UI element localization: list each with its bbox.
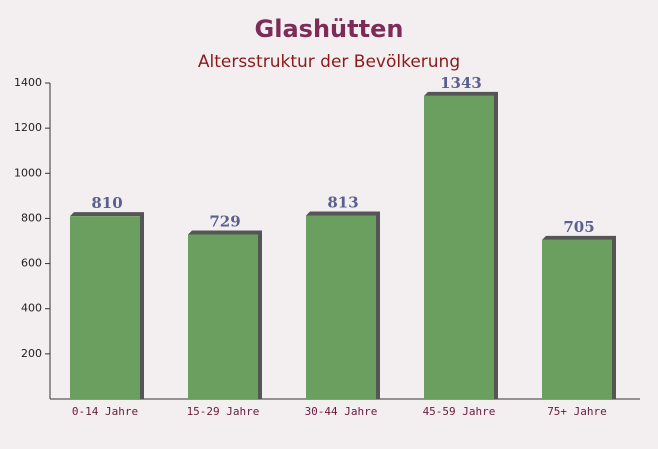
x-tick-label: 75+ Jahre (547, 405, 607, 418)
y-tick-label: 1000 (14, 166, 42, 179)
chart-title: Glashütten (255, 15, 404, 43)
bar (306, 215, 376, 399)
value-label: 810 (91, 194, 122, 212)
x-tick-label: 15-29 Jahre (187, 405, 260, 418)
y-tick-label: 1400 (14, 76, 42, 89)
chart-subtitle: Altersstruktur der Bevölkerung (198, 52, 460, 72)
y-tick-label: 400 (21, 302, 42, 315)
y-tick-label: 1200 (14, 121, 42, 134)
value-label: 1343 (440, 74, 482, 92)
x-tick-label: 45-59 Jahre (423, 405, 496, 418)
x-tick-label: 30-44 Jahre (305, 405, 378, 418)
y-tick-label: 600 (21, 257, 42, 270)
bar (188, 234, 258, 399)
x-tick-label: 0-14 Jahre (72, 405, 138, 418)
bar (542, 239, 612, 399)
bar (70, 216, 140, 399)
y-tick-label: 200 (21, 347, 42, 360)
value-label: 729 (209, 212, 240, 230)
value-label: 813 (327, 193, 358, 211)
y-tick-label: 800 (21, 211, 42, 224)
bar (424, 95, 494, 399)
value-label: 705 (563, 218, 594, 236)
